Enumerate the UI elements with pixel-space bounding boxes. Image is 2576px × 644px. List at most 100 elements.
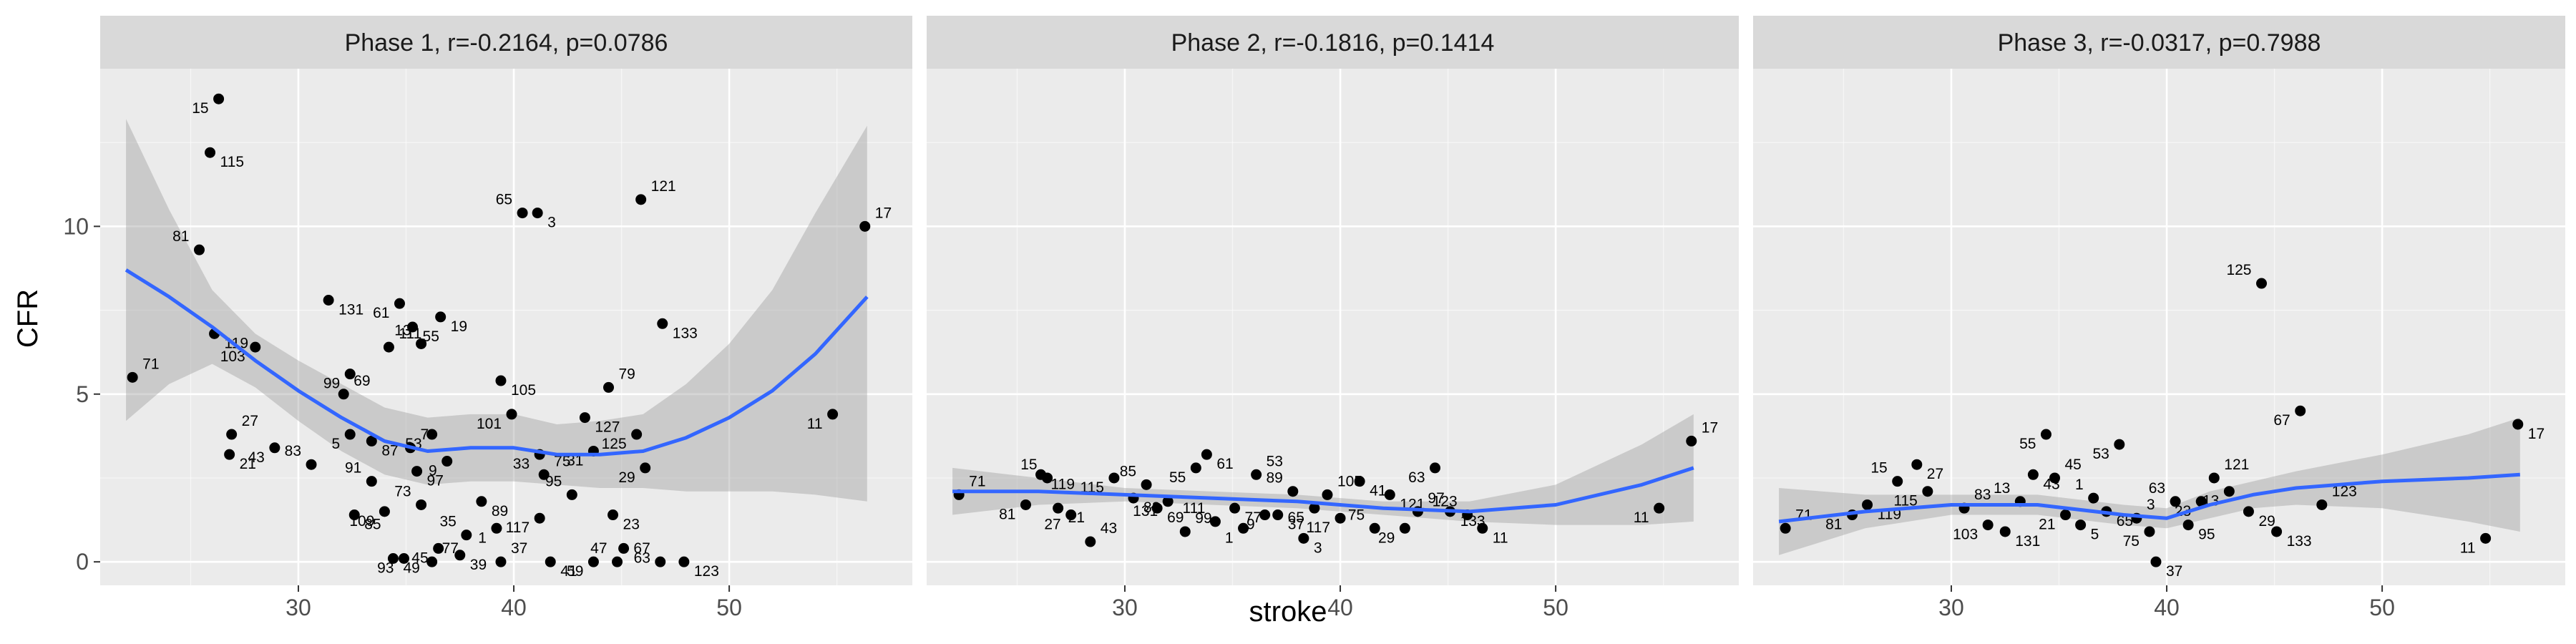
- data-point: [426, 429, 438, 440]
- point-label: 93: [377, 560, 394, 576]
- data-point: [2075, 519, 2087, 531]
- point-label: 7: [421, 426, 429, 443]
- data-point: [1042, 472, 1053, 484]
- point-label: 47: [590, 540, 607, 557]
- point-label: 87: [381, 442, 398, 459]
- point-label: 1: [478, 530, 487, 546]
- point-label: 37: [511, 540, 527, 557]
- point-label: 119: [1051, 476, 1075, 492]
- data-point: [495, 375, 507, 386]
- point-label: 17: [2528, 426, 2545, 442]
- data-point: [1259, 509, 1271, 521]
- data-point: [612, 556, 623, 567]
- data-point: [1309, 502, 1320, 514]
- panel-background: [927, 69, 1739, 585]
- data-point: [587, 556, 599, 567]
- data-point: [435, 311, 447, 323]
- x-axis-title: stroke: [1249, 596, 1327, 628]
- point-label: 123: [694, 563, 719, 580]
- data-point: [2060, 509, 2072, 521]
- data-point: [387, 552, 399, 564]
- data-point: [1862, 499, 1873, 510]
- data-point: [1201, 449, 1212, 460]
- data-point: [205, 147, 216, 158]
- point-label: 75: [1348, 507, 1365, 523]
- point-label: 91: [345, 460, 361, 477]
- data-point: [226, 429, 238, 440]
- point-label: 45: [411, 550, 428, 566]
- x-tick-label: 30: [286, 595, 311, 620]
- point-label: 17: [1702, 419, 1718, 436]
- data-point: [1686, 435, 1697, 447]
- data-point: [1065, 509, 1077, 521]
- data-point: [2271, 526, 2283, 537]
- data-point: [566, 489, 577, 500]
- data-point: [1179, 526, 1191, 537]
- point-label: 1: [2075, 477, 2084, 493]
- data-point: [2150, 556, 2162, 567]
- data-point: [344, 429, 356, 440]
- point-label: 65: [1288, 509, 1304, 526]
- data-point: [1053, 502, 1064, 514]
- panel-title: Phase 2, r=-0.1816, p=0.1414: [1171, 29, 1495, 57]
- point-label: 69: [1167, 509, 1184, 526]
- data-point: [433, 542, 444, 554]
- panel-background: [100, 69, 912, 585]
- panel-strip: [100, 16, 912, 69]
- point-label: 77: [442, 540, 459, 557]
- point-label: 131: [338, 301, 364, 318]
- point-label: 31: [567, 452, 583, 469]
- point-label: 23: [623, 517, 640, 533]
- point-label: 55: [2019, 436, 2036, 452]
- data-point: [1430, 462, 1441, 474]
- data-point: [1287, 486, 1299, 497]
- point-label: 123: [1433, 494, 1458, 510]
- data-point: [383, 341, 394, 353]
- point-label: 67: [2273, 412, 2290, 429]
- point-label: 21: [2039, 517, 2055, 533]
- point-label: 63: [634, 550, 650, 566]
- point-label: 5: [2091, 527, 2099, 543]
- data-point: [635, 194, 647, 205]
- point-label: 29: [618, 469, 635, 486]
- point-label: 133: [673, 325, 698, 341]
- point-label: 45: [2064, 457, 2081, 473]
- data-point: [618, 542, 630, 554]
- data-point: [2027, 469, 2039, 480]
- point-label: 61: [373, 305, 389, 321]
- point-label: 81: [999, 506, 1015, 522]
- point-label: 79: [619, 366, 635, 382]
- data-point: [1399, 522, 1410, 534]
- data-point: [1238, 522, 1249, 534]
- panel-2: Phase 2, r=-0.1816, p=0.1414718111915212…: [927, 16, 1739, 620]
- data-point: [1999, 526, 2011, 537]
- data-point: [1151, 502, 1163, 514]
- x-tick-label: 40: [501, 595, 527, 620]
- data-point: [1780, 522, 1791, 534]
- point-label: 95: [545, 473, 562, 489]
- point-label: 71: [142, 356, 159, 372]
- data-point: [2114, 439, 2125, 450]
- point-label: 81: [1825, 517, 1842, 533]
- data-point: [1141, 479, 1152, 490]
- point-label: 101: [477, 416, 502, 432]
- point-label: 77: [1245, 509, 1262, 526]
- data-point: [640, 462, 651, 474]
- point-label: 27: [1927, 466, 1943, 482]
- smooth-line: [125, 268, 869, 457]
- point-label: 53: [2092, 446, 2109, 462]
- data-point: [631, 429, 643, 440]
- point-label: 125: [602, 436, 627, 452]
- data-point: [657, 318, 668, 329]
- confidence-band: [1779, 417, 2520, 555]
- data-point: [407, 321, 419, 333]
- smooth-line: [1778, 472, 2520, 524]
- point-label: 103: [1953, 527, 1978, 543]
- point-label: 127: [595, 419, 620, 436]
- confidence-band: [126, 119, 867, 502]
- data-point: [1922, 486, 1933, 497]
- point-label: 43: [248, 449, 265, 466]
- point-label: 1: [1225, 530, 1234, 546]
- point-label: 89: [1266, 470, 1282, 487]
